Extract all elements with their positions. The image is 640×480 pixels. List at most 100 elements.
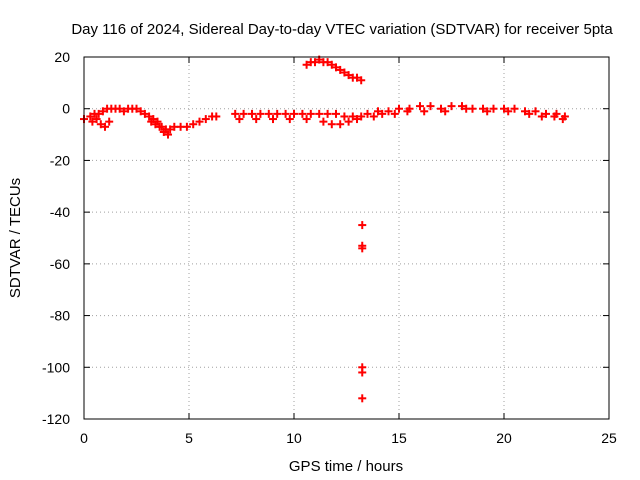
x-tick-label: 10 bbox=[286, 430, 302, 446]
y-tick-label: -40 bbox=[50, 204, 70, 220]
data-point bbox=[353, 115, 361, 124]
data-point bbox=[340, 68, 349, 77]
data-point bbox=[323, 109, 332, 118]
data-point bbox=[357, 112, 366, 121]
data-point bbox=[105, 117, 114, 126]
data-point bbox=[273, 109, 282, 118]
data-point bbox=[500, 104, 508, 113]
tick-layer: 0 5 10 15 20 25 20 0 -20 -40 -60 -80 -100 -120 bbox=[42, 49, 617, 446]
data-point bbox=[420, 107, 429, 116]
x-tick-label: 5 bbox=[185, 430, 193, 446]
data-point bbox=[369, 112, 378, 121]
data-point bbox=[151, 120, 160, 129]
data-point bbox=[264, 109, 273, 118]
data-point bbox=[239, 109, 248, 118]
data-point bbox=[248, 109, 256, 118]
data-point bbox=[327, 60, 336, 69]
data-point bbox=[285, 115, 294, 124]
data-point bbox=[403, 107, 412, 116]
x-tick-label: 25 bbox=[601, 430, 617, 446]
data-point bbox=[166, 125, 175, 134]
data-point bbox=[525, 109, 534, 118]
data-point bbox=[384, 107, 393, 116]
data-point bbox=[395, 104, 403, 113]
data-point bbox=[358, 244, 367, 253]
data-point bbox=[86, 112, 95, 121]
data-point bbox=[348, 112, 357, 121]
data-point bbox=[290, 109, 298, 118]
data-point bbox=[489, 104, 498, 113]
data-point bbox=[281, 109, 290, 118]
y-tick-label: -60 bbox=[50, 256, 70, 272]
data-point bbox=[94, 109, 103, 118]
data-point bbox=[378, 109, 387, 118]
data-point bbox=[323, 58, 332, 67]
data-point bbox=[336, 120, 345, 129]
data-point bbox=[358, 368, 367, 377]
data-point bbox=[479, 104, 487, 113]
data-point bbox=[344, 71, 353, 80]
data-point bbox=[358, 394, 367, 403]
data-point bbox=[231, 109, 240, 118]
data-point bbox=[101, 122, 109, 131]
grid-layer bbox=[84, 57, 609, 419]
data-point bbox=[235, 115, 244, 124]
data-point bbox=[269, 115, 277, 124]
data-point bbox=[363, 109, 372, 118]
data-point bbox=[302, 60, 311, 69]
data-point bbox=[319, 117, 328, 126]
data-point bbox=[332, 63, 340, 72]
data-point bbox=[458, 102, 466, 111]
data-point bbox=[510, 104, 519, 113]
data-point bbox=[92, 115, 101, 124]
data-point bbox=[358, 221, 367, 230]
data-point bbox=[550, 112, 559, 121]
data-point bbox=[145, 112, 154, 121]
data-point bbox=[344, 117, 353, 126]
data-point bbox=[558, 115, 567, 124]
data-point bbox=[537, 112, 546, 121]
data-point bbox=[353, 73, 361, 82]
data-point bbox=[332, 109, 340, 118]
data-point bbox=[164, 130, 172, 139]
y-tick-label: 20 bbox=[54, 49, 70, 65]
data-point bbox=[441, 107, 450, 116]
data-point bbox=[140, 109, 149, 118]
data-point bbox=[201, 115, 210, 124]
data-point bbox=[132, 104, 141, 113]
data-point bbox=[136, 107, 145, 116]
data-point bbox=[340, 112, 349, 121]
data-point bbox=[390, 109, 399, 118]
data-point bbox=[521, 107, 529, 116]
data-point bbox=[119, 107, 128, 116]
data-point bbox=[462, 104, 471, 113]
data-point bbox=[147, 117, 156, 126]
y-axis-label: SDTVAR / TECUs bbox=[7, 178, 24, 298]
data-point bbox=[195, 117, 204, 126]
point-layer bbox=[80, 55, 569, 403]
data-point bbox=[315, 109, 324, 118]
data-point bbox=[327, 120, 336, 129]
data-point bbox=[212, 112, 221, 121]
data-point bbox=[542, 109, 550, 118]
data-point bbox=[311, 58, 319, 67]
data-point bbox=[374, 107, 382, 116]
plot-frame bbox=[83, 56, 610, 420]
data-point bbox=[256, 109, 265, 118]
chart-title: Day 116 of 2024, Sidereal Day-to-day VTE… bbox=[71, 21, 613, 38]
y-tick-label: 0 bbox=[62, 101, 70, 117]
data-point bbox=[98, 107, 107, 116]
y-tick-label: -120 bbox=[42, 411, 70, 427]
data-point bbox=[115, 104, 124, 113]
data-point bbox=[182, 122, 191, 131]
data-point bbox=[302, 115, 311, 124]
data-point bbox=[447, 102, 456, 111]
data-point bbox=[357, 76, 366, 85]
data-point bbox=[437, 104, 445, 113]
data-point bbox=[531, 107, 540, 116]
data-point bbox=[189, 120, 198, 129]
x-tick-label: 20 bbox=[496, 430, 512, 446]
x-tick-label: 15 bbox=[391, 430, 407, 446]
data-point bbox=[252, 115, 261, 124]
